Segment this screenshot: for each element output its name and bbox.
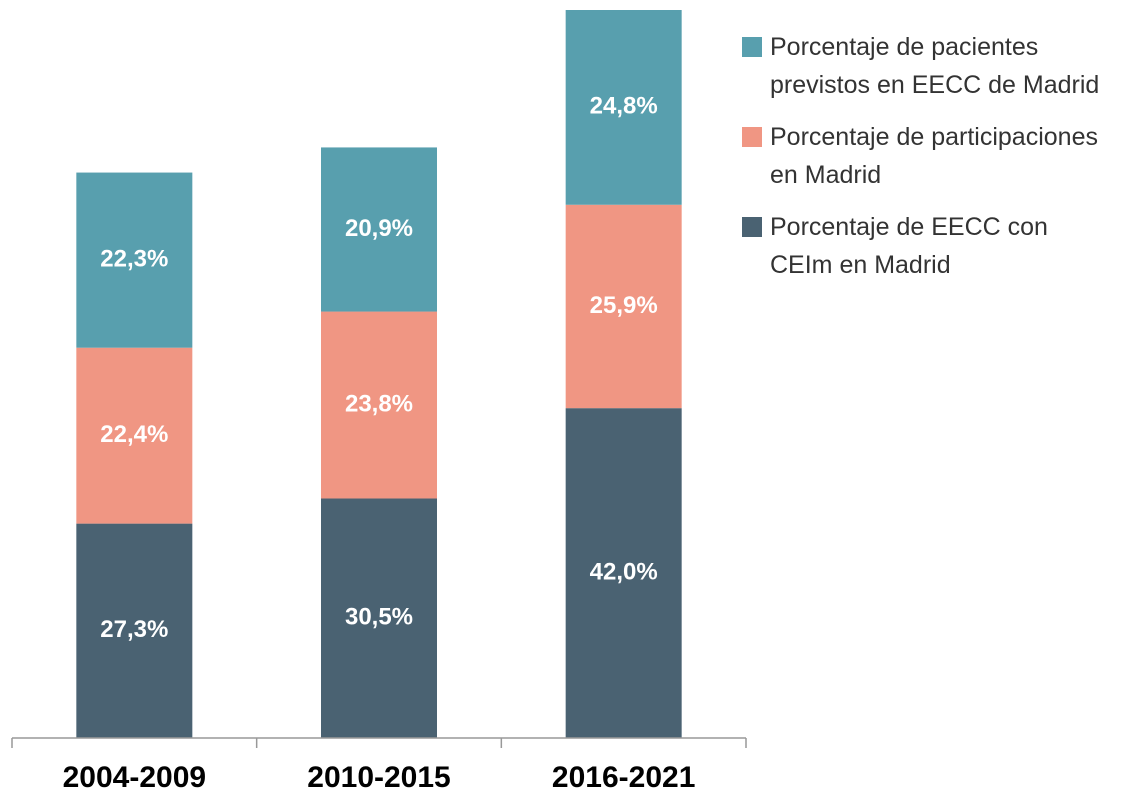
legend-swatch [742,217,762,237]
bar-segment [565,204,682,409]
x-tick-label: 2016-2021 [552,761,695,794]
legend-item: Porcentaje de pacientes previstos en EEC… [742,28,1102,104]
bar-segment [565,10,682,205]
x-tick-label: 2010-2015 [307,761,450,794]
legend-label: Porcentaje de pacientes previstos en EEC… [770,33,1100,99]
data-label: 30,5% [345,604,413,631]
bar-segment [565,408,682,738]
legend-item: Porcentaje de EECC con CEIm en Madrid [742,208,1102,284]
data-label: 22,3% [100,245,168,272]
legend-swatch [742,127,762,147]
bar-segment [76,172,193,348]
data-label: 22,4% [100,421,168,448]
data-label: 23,8% [345,390,413,417]
data-label: 20,9% [345,215,413,242]
data-label: 25,9% [590,292,658,319]
data-label: 24,8% [590,93,658,120]
bar-segment [321,498,437,738]
x-tick-label: 2004-2009 [63,761,206,794]
legend-item: Porcentaje de participaciones en Madrid [742,118,1102,194]
bar-segment [321,311,437,499]
legend-swatch [742,37,762,57]
bar-segment [76,347,193,524]
legend: Porcentaje de pacientes previstos en EEC… [742,28,1102,298]
data-label: 42,0% [590,558,658,585]
bar-segment [321,147,437,312]
data-label: 27,3% [100,616,168,643]
legend-label: Porcentaje de participaciones en Madrid [770,123,1098,189]
legend-label: Porcentaje de EECC con CEIm en Madrid [770,213,1048,279]
bar-segment [76,523,193,738]
